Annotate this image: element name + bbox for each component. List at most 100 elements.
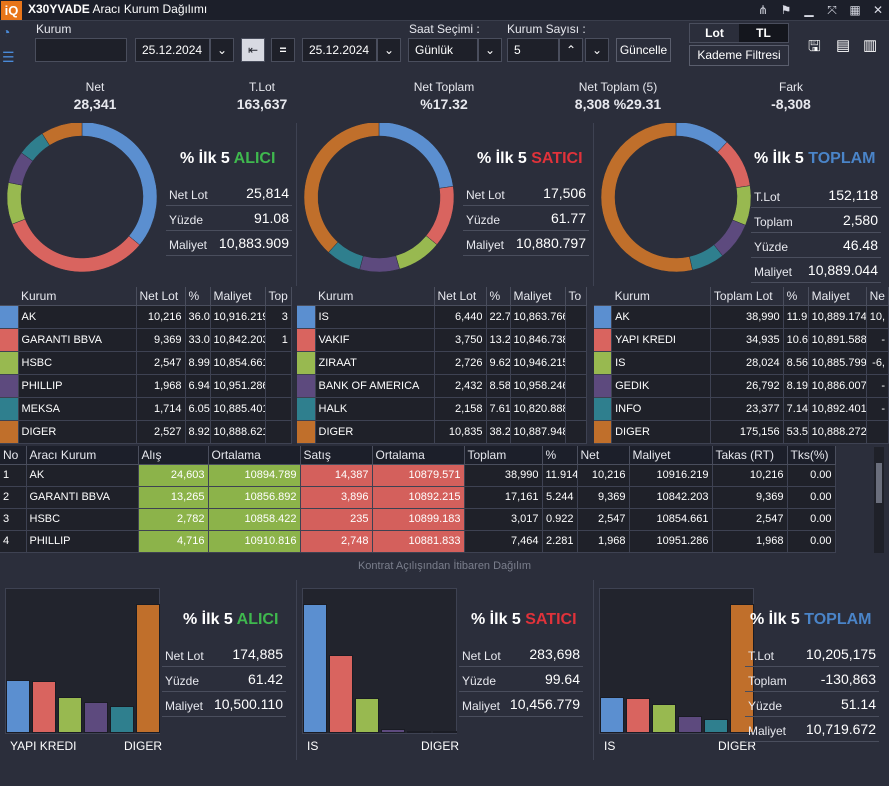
column-header[interactable]: Ne [866, 287, 889, 306]
table-cell: 3,750 [434, 328, 487, 352]
table-cell: HSBC [26, 508, 139, 531]
share-icon[interactable]: ⋔ [757, 3, 769, 17]
table-row[interactable]: GEDIK 26,792 8.19 10,886.007- [594, 374, 889, 398]
table-cell: 26,792 [710, 374, 784, 398]
column-header[interactable]: Tks(%) [787, 446, 836, 465]
table-cell: 3,896 [300, 486, 373, 509]
column-header[interactable]: % [185, 287, 211, 306]
table-row[interactable]: PHILLIP 1,968 6.94 10,951.286 [0, 374, 292, 398]
table-cell [565, 351, 587, 375]
color-swatch [0, 397, 17, 419]
column-header[interactable]: Ortalama [372, 446, 465, 465]
column-header[interactable]: Alış [138, 446, 209, 465]
table-row[interactable]: MEKSA 1,714 6.05 10,885.401 [0, 397, 292, 421]
table-row[interactable]: HALK 2,158 7.61 10,820.888 [297, 397, 587, 421]
column-header[interactable]: Ortalama [208, 446, 301, 465]
table-cell: 10,216 [136, 305, 186, 329]
table-cell: 2,748 [300, 530, 373, 553]
lot-option[interactable]: Lot [690, 24, 739, 42]
increase-icon[interactable]: ⌃ [559, 38, 583, 62]
table-cell: 10,863.766 [510, 305, 566, 329]
flag-icon[interactable]: ⚑ [780, 3, 792, 17]
donut-slice [675, 123, 728, 153]
saat-select[interactable]: Günlük [408, 38, 478, 62]
column-header[interactable]: Satış [300, 446, 373, 465]
column-header[interactable]: Maliyet [210, 287, 266, 306]
table-row[interactable]: 3 HSBC 2,782 10858.422 235 10899.183 3,017 0.92… [0, 508, 836, 531]
table-cell: 1 [265, 328, 292, 352]
column-header[interactable]: Top [265, 287, 292, 306]
table-cell: 2,158 [434, 397, 487, 421]
kurum-sayisi-input[interactable]: 5 [507, 38, 559, 62]
menu-icon[interactable]: ☰ [2, 49, 15, 65]
end-date-input[interactable]: 25.12.2024 [302, 38, 377, 62]
table-row[interactable]: INFO 23,377 7.14 10,892.401- [594, 397, 889, 421]
table-row[interactable]: IS 28,024 8.56 10,885.799 -6, [594, 351, 889, 375]
table-row[interactable]: 4 PHILLIP 4,716 10910.816 2,748 10881.833 7,46… [0, 530, 836, 553]
table-row[interactable]: BANK OF AMERICA 2,432 8.58 10,958.246 [297, 374, 587, 398]
column-header[interactable]: Net [577, 446, 630, 465]
column-header[interactable]: Net Lot [136, 287, 186, 306]
column-header[interactable]: Net Lot [434, 287, 487, 306]
column-header[interactable]: Maliyet [808, 287, 867, 306]
table-row[interactable]: DIGER 2,527 8.92 10,888.621 [0, 420, 292, 444]
save-icon[interactable]: 🖫 [808, 38, 821, 55]
equal-button[interactable]: = [271, 38, 295, 62]
kademe-filtresi-button[interactable]: Kademe Filtresi [689, 45, 789, 66]
main-table-scrollbar[interactable] [874, 447, 884, 553]
column-header[interactable]: % [486, 287, 511, 306]
table-row[interactable]: ZIRAAT 2,726 9.62 10,946.215 [297, 351, 587, 375]
color-swatch [594, 397, 611, 419]
kurum-input[interactable] [35, 38, 127, 62]
column-header[interactable]: Toplam Lot [710, 287, 784, 306]
grid-icon[interactable]: ▦ [849, 3, 861, 17]
start-date-dropdown[interactable]: ⌄ [210, 38, 234, 62]
table-cell: 10858.422 [208, 508, 301, 531]
bar-chart-icon[interactable]: ▥ [863, 37, 878, 54]
column-header[interactable]: To [565, 287, 587, 306]
table-row[interactable]: 2 GARANTI BBVA 13,265 10856.892 3,896 10892.2… [0, 486, 836, 509]
column-header[interactable]: Toplam [464, 446, 543, 465]
column-header[interactable]: Takas (RT) [712, 446, 788, 465]
go-start-button[interactable]: ⇤ [241, 38, 265, 62]
stat-row: Maliyet 10,880.797 [463, 232, 589, 256]
column-header[interactable]: Kurum [18, 287, 137, 306]
table-cell: 38,990 [464, 464, 543, 487]
table-row[interactable]: HSBC 2,547 8.99 10,854.661 [0, 351, 292, 375]
column-header[interactable]: Kurum [611, 287, 711, 306]
table-row[interactable]: 1 AK 24,603 10894.789 14,387 10879.571 38,990 1… [0, 464, 836, 487]
pie-chart-icon[interactable]: ◔ [2, 24, 11, 40]
column-header[interactable]: Maliyet [629, 446, 713, 465]
table-cell [265, 374, 292, 398]
minimize-icon[interactable]: ▁ [804, 3, 814, 17]
table-cell: 7,464 [464, 530, 543, 553]
decrease-icon[interactable]: ⌄ [585, 38, 609, 62]
table-cell: 10.67 [783, 328, 809, 352]
column-header[interactable]: % [783, 287, 809, 306]
expand-icon[interactable]: ⤧ [827, 3, 837, 17]
column-header[interactable]: No [0, 446, 27, 465]
table-cell: DIGER [611, 420, 711, 444]
tl-option[interactable]: TL [756, 26, 771, 40]
saat-dropdown[interactable]: ⌄ [478, 38, 502, 62]
x-axis-label: IS [307, 739, 319, 753]
start-date-input[interactable]: 25.12.2024 [135, 38, 210, 62]
column-header[interactable]: Aracı Kurum [26, 446, 139, 465]
column-header[interactable]: Kurum [315, 287, 435, 306]
lot-tl-toggle[interactable]: Lot TL [689, 23, 789, 43]
column-header[interactable]: Maliyet [510, 287, 566, 306]
column-header[interactable]: % [542, 446, 578, 465]
end-date-dropdown[interactable]: ⌄ [377, 38, 401, 62]
close-icon[interactable]: ✕ [872, 3, 884, 17]
calculator-icon[interactable]: ▤ [836, 37, 851, 54]
guncelle-button[interactable]: Güncelle [616, 38, 671, 62]
